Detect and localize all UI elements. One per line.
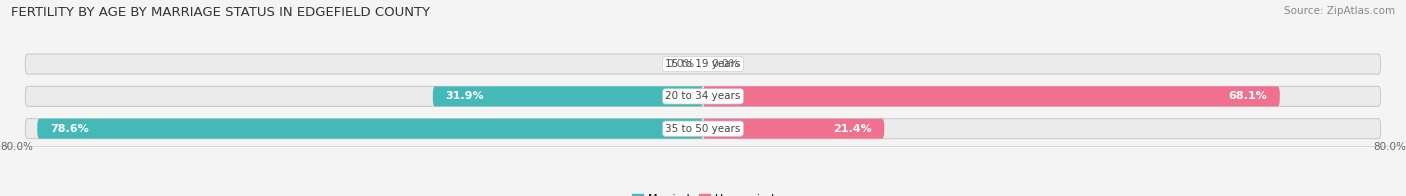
Text: 35 to 50 years: 35 to 50 years	[665, 124, 741, 134]
Text: 0.0%: 0.0%	[711, 59, 740, 69]
FancyBboxPatch shape	[433, 86, 703, 106]
FancyBboxPatch shape	[38, 119, 703, 139]
Text: 78.6%: 78.6%	[51, 124, 89, 134]
FancyBboxPatch shape	[25, 86, 1381, 106]
Text: 21.4%: 21.4%	[832, 124, 872, 134]
Text: 0.0%: 0.0%	[666, 59, 695, 69]
FancyBboxPatch shape	[25, 119, 1381, 139]
FancyBboxPatch shape	[703, 86, 1279, 106]
Text: 68.1%: 68.1%	[1229, 91, 1267, 101]
Text: 80.0%: 80.0%	[1374, 142, 1406, 152]
Text: Source: ZipAtlas.com: Source: ZipAtlas.com	[1284, 6, 1395, 16]
Legend: Married, Unmarried: Married, Unmarried	[633, 194, 773, 196]
Text: 31.9%: 31.9%	[446, 91, 484, 101]
FancyBboxPatch shape	[703, 119, 884, 139]
Text: 20 to 34 years: 20 to 34 years	[665, 91, 741, 101]
Text: 15 to 19 years: 15 to 19 years	[665, 59, 741, 69]
Text: FERTILITY BY AGE BY MARRIAGE STATUS IN EDGEFIELD COUNTY: FERTILITY BY AGE BY MARRIAGE STATUS IN E…	[11, 6, 430, 19]
FancyBboxPatch shape	[25, 54, 1381, 74]
Text: 80.0%: 80.0%	[0, 142, 32, 152]
